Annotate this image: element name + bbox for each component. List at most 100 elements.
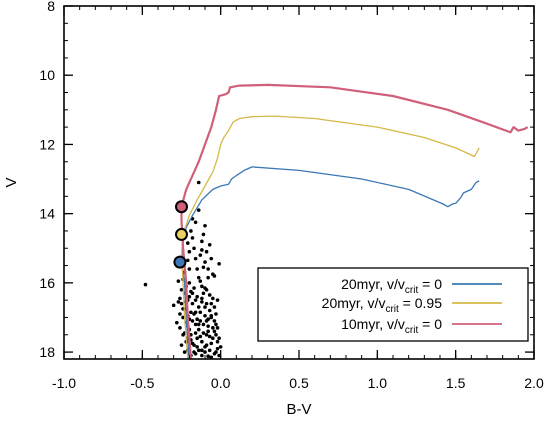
star-point bbox=[178, 296, 182, 301]
x-axis-title: B-V bbox=[286, 401, 311, 418]
star-point bbox=[212, 329, 217, 334]
x-tick-label: 0.5 bbox=[289, 375, 309, 391]
star-point bbox=[204, 301, 209, 306]
legend-box bbox=[257, 267, 529, 342]
star-point bbox=[201, 291, 206, 296]
star-point bbox=[196, 348, 201, 353]
star-point bbox=[179, 343, 184, 347]
star-point bbox=[203, 350, 207, 354]
star-point bbox=[200, 248, 204, 252]
star-point bbox=[190, 301, 195, 306]
star-point bbox=[200, 284, 204, 289]
star-point bbox=[201, 265, 206, 270]
star-point bbox=[176, 279, 181, 283]
star-point bbox=[204, 249, 209, 254]
star-point bbox=[206, 267, 210, 271]
star-point bbox=[206, 275, 210, 280]
star-point bbox=[179, 287, 184, 292]
star-point bbox=[193, 220, 198, 225]
star-point bbox=[206, 354, 210, 359]
star-point bbox=[215, 326, 220, 330]
star-point bbox=[198, 310, 203, 315]
star-point bbox=[187, 294, 192, 299]
star-point bbox=[214, 350, 218, 354]
star-point bbox=[193, 310, 198, 315]
turnoff-marker bbox=[173, 255, 187, 269]
star-point bbox=[209, 256, 214, 261]
star-point bbox=[201, 322, 206, 327]
star-point bbox=[211, 336, 215, 341]
star-point bbox=[189, 229, 193, 233]
star-point bbox=[196, 305, 201, 309]
star-point bbox=[196, 322, 201, 327]
star-point bbox=[206, 324, 210, 328]
star-point bbox=[200, 339, 204, 344]
star-point bbox=[203, 260, 207, 264]
star-point bbox=[203, 223, 207, 228]
star-point bbox=[215, 298, 220, 302]
star-point bbox=[198, 279, 203, 283]
star-point bbox=[196, 208, 201, 212]
star-point bbox=[195, 345, 199, 349]
star-point bbox=[192, 350, 196, 354]
star-point bbox=[214, 332, 218, 337]
star-point bbox=[195, 336, 199, 341]
star-point bbox=[209, 301, 214, 306]
star-point bbox=[190, 291, 195, 296]
star-point bbox=[192, 246, 196, 251]
star-point bbox=[203, 305, 207, 309]
star-point bbox=[192, 286, 196, 290]
x-tick-label: 1.5 bbox=[446, 375, 466, 391]
star-point bbox=[200, 296, 204, 301]
x-tick-label: -1.0 bbox=[52, 375, 76, 391]
star-point bbox=[201, 232, 206, 237]
star-point bbox=[211, 326, 215, 330]
star-point bbox=[198, 319, 203, 323]
star-point bbox=[212, 319, 217, 323]
star-point bbox=[193, 256, 198, 261]
star-point bbox=[203, 286, 207, 290]
star-point bbox=[187, 281, 192, 285]
star-point bbox=[217, 353, 221, 358]
x-tick-label: 0.0 bbox=[211, 375, 231, 391]
isochrone-line bbox=[180, 83, 529, 359]
star-point bbox=[217, 262, 221, 266]
axes: -1.0 -0.5 0.0 0.5 1.0 1.5 2.0 8 10 12 14 16 18 bbox=[39, 0, 544, 391]
star-point bbox=[143, 282, 148, 287]
star-point bbox=[175, 320, 179, 325]
star-point bbox=[193, 322, 198, 327]
star-point bbox=[201, 331, 206, 335]
star-point bbox=[203, 345, 207, 349]
star-point bbox=[211, 296, 215, 301]
star-point bbox=[190, 319, 195, 323]
star-point bbox=[204, 332, 209, 337]
star-point bbox=[178, 326, 182, 330]
star-point bbox=[195, 317, 199, 322]
star-point bbox=[179, 301, 184, 306]
star-point bbox=[187, 249, 192, 254]
y-tick-label: 8 bbox=[47, 0, 55, 14]
star-point bbox=[214, 312, 218, 316]
turnoff-marker bbox=[175, 227, 188, 241]
scatter-layer bbox=[143, 180, 223, 359]
legend-label: 10myr, v/vcrit = 0 bbox=[341, 316, 442, 336]
star-point bbox=[204, 319, 209, 323]
star-point bbox=[207, 334, 212, 339]
star-point bbox=[214, 322, 218, 327]
turnoff-marker bbox=[175, 200, 188, 214]
star-point bbox=[212, 305, 217, 309]
star-point bbox=[215, 346, 220, 351]
star-point bbox=[209, 341, 214, 346]
star-point bbox=[200, 353, 204, 358]
star-point bbox=[206, 329, 210, 334]
star-point bbox=[185, 258, 190, 263]
y-axis-title: V bbox=[3, 177, 20, 187]
star-point bbox=[218, 345, 223, 349]
star-point bbox=[196, 327, 201, 332]
star-point bbox=[200, 300, 204, 304]
turnoff-markers bbox=[173, 200, 188, 269]
y-tick-label: 10 bbox=[39, 67, 55, 83]
star-point bbox=[212, 274, 217, 278]
